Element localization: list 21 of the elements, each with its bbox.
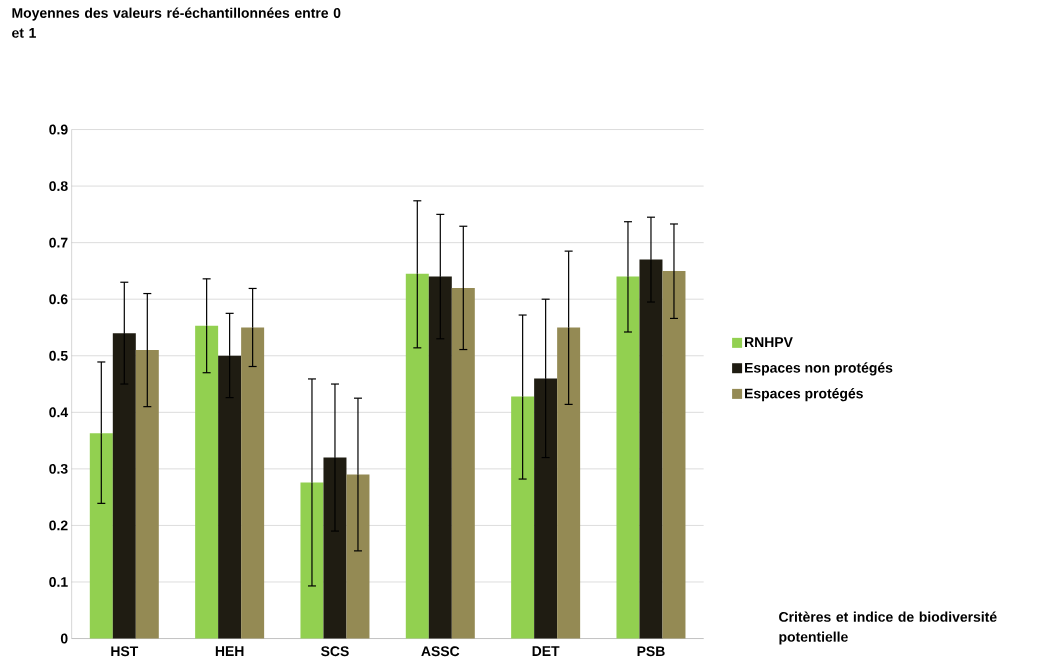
text: Critères et indice de biodiversité potentielle xyxy=(779,611,997,645)
legend-label: Espaces protégés xyxy=(745,388,863,402)
x-tick-label: SCS xyxy=(321,646,349,657)
legend-label: RNHPV xyxy=(745,337,793,347)
y-tick-label: 0.1 xyxy=(49,577,68,587)
x-tick-label: HST xyxy=(111,646,139,657)
text: Moyennes des valeurs ré-échantillonnées entre 0 et 1 xyxy=(12,7,341,38)
y-tick-label: 0.6 xyxy=(49,294,68,305)
y-tick-label: 0.7 xyxy=(49,237,68,248)
y-tick-label: 0.2 xyxy=(49,520,68,531)
x-tick-label: ASSC xyxy=(421,646,460,657)
y-tick-label: 0.8 xyxy=(49,181,68,192)
legend-label: Espaces non protégés xyxy=(745,362,893,376)
x-tick-label: HEH xyxy=(215,646,244,656)
y-tick-label: 0.5 xyxy=(49,350,68,361)
x-tick-label: PSB xyxy=(637,646,665,657)
y-tick-label: 0 xyxy=(60,633,68,644)
x-tick-label: DET xyxy=(532,646,560,656)
y-tick-label: 0.4 xyxy=(49,407,69,418)
y-tick-label: 0.3 xyxy=(49,463,68,474)
y-tick-label: 0.9 xyxy=(49,124,68,135)
